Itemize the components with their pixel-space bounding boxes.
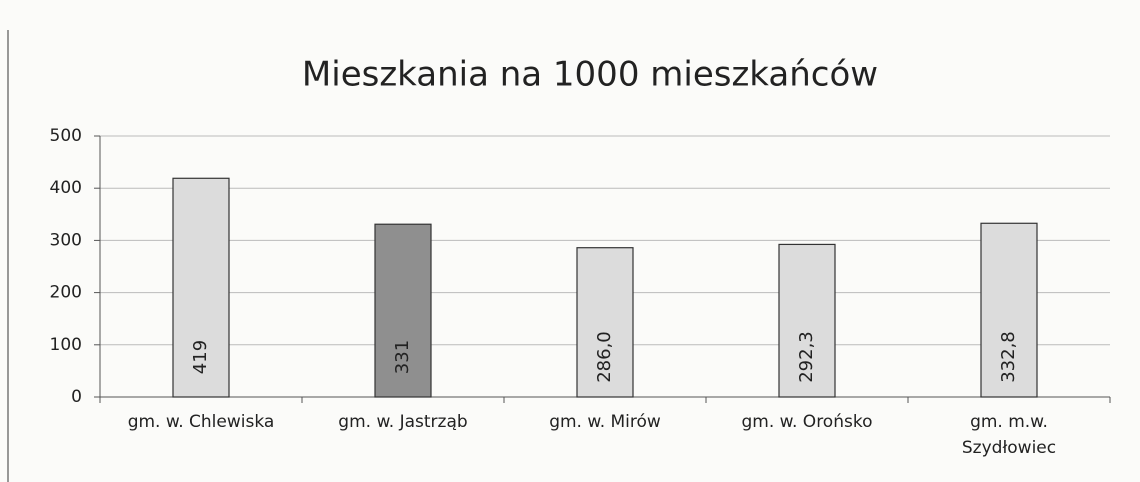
bar — [576, 247, 634, 398]
x-tick-label: gm. w. Mirów — [549, 412, 661, 432]
x-tick-label: gm. m.w. Szydłowiec — [961, 412, 1057, 458]
bar — [374, 223, 432, 398]
bar — [980, 222, 1038, 398]
x-tick-label: gm. w. Jastrząb — [338, 412, 468, 432]
value-label: 292,3 — [796, 331, 817, 383]
value-label: 419 — [190, 340, 211, 374]
y-tick-label: 500 — [50, 126, 82, 146]
bar — [778, 243, 836, 398]
value-label: 332,8 — [998, 331, 1019, 383]
value-label: 331 — [392, 340, 413, 374]
y-tick-label: 0 — [71, 387, 82, 407]
y-tick-label: 400 — [50, 178, 82, 198]
bar — [172, 177, 230, 398]
y-tick-label: 200 — [50, 283, 82, 303]
y-tick-label: 100 — [50, 335, 82, 355]
x-tick-label: gm. w. Chlewiska — [127, 412, 275, 432]
x-tick-label: gm. w. Orońsko — [741, 412, 873, 432]
value-label: 286,0 — [594, 331, 615, 383]
y-tick-label: 300 — [50, 230, 82, 250]
chart-title: Mieszkania na 1000 mieszkańców — [302, 55, 878, 95]
